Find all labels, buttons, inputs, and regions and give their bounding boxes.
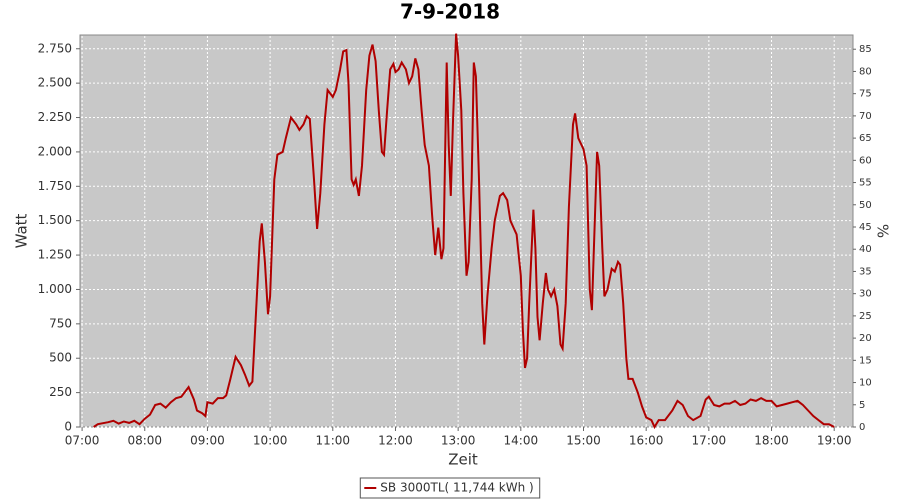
chart-title: 7-9-2018 xyxy=(400,0,500,24)
y-tick-label: 2.000 xyxy=(38,144,72,158)
y2-tick-label: 5 xyxy=(859,400,865,411)
y-tick-label: 250 xyxy=(49,385,72,399)
y-tick-label: 1.750 xyxy=(38,179,72,193)
y2-tick-label: 65 xyxy=(859,133,872,144)
legend-label: SB 3000TL( 11,744 kWh ) xyxy=(380,481,533,495)
x-tick-label: 18:00 xyxy=(754,434,789,448)
y-tick-label: 2.250 xyxy=(38,110,72,124)
data-line xyxy=(93,33,835,430)
y2-tick-label: 50 xyxy=(859,200,872,211)
y-axis-title: Watt xyxy=(13,213,31,248)
x-tick-label: 09:00 xyxy=(190,434,225,448)
y2-tick-label: 45 xyxy=(859,222,872,233)
y-tick-label: 750 xyxy=(49,316,72,330)
x-axis-title: Zeit xyxy=(448,451,478,469)
y2-tick-label: 70 xyxy=(859,111,872,122)
y2-tick-label: 55 xyxy=(859,178,872,189)
y-tick-label: 2.750 xyxy=(38,41,72,55)
y-tick-label: 1.000 xyxy=(38,282,72,296)
x-tick-label: 14:00 xyxy=(504,434,539,448)
x-tick-label: 07:00 xyxy=(65,434,100,448)
x-tick-label: 13:00 xyxy=(441,434,476,448)
x-tick-label: 11:00 xyxy=(315,434,350,448)
y-tick-label: 500 xyxy=(49,351,72,365)
x-tick-label: 10:00 xyxy=(253,434,288,448)
x-tick-label: 08:00 xyxy=(127,434,162,448)
x-tick-label: 12:00 xyxy=(378,434,413,448)
y2-tick-label: 80 xyxy=(859,66,872,77)
x-tick-label: 15:00 xyxy=(566,434,601,448)
y2-tick-label: 0 xyxy=(859,422,865,433)
x-tick-label: 16:00 xyxy=(629,434,664,448)
y-tick-label: 0 xyxy=(64,420,72,434)
y2-tick-label: 15 xyxy=(859,355,872,366)
y2-tick-label: 20 xyxy=(859,333,872,344)
y2-tick-label: 30 xyxy=(859,289,872,300)
x-tick-label: 19:00 xyxy=(817,434,852,448)
legend-box xyxy=(359,477,541,499)
x-tick-label: 17:00 xyxy=(692,434,727,448)
y-tick-label: 1.500 xyxy=(38,213,72,227)
y2-tick-label: 35 xyxy=(859,266,872,277)
y2-tick-label: 60 xyxy=(859,155,872,166)
y2-tick-label: 25 xyxy=(859,311,872,322)
y2-tick-label: 75 xyxy=(859,89,872,100)
y2-axis-title: % xyxy=(874,224,892,238)
y2-tick-label: 10 xyxy=(859,378,872,389)
plot-area xyxy=(79,34,854,428)
y2-tick-label: 85 xyxy=(859,44,872,55)
y-tick-label: 2.500 xyxy=(38,76,72,90)
y2-tick-label: 40 xyxy=(859,244,872,255)
y-tick-label: 1.250 xyxy=(38,248,72,262)
